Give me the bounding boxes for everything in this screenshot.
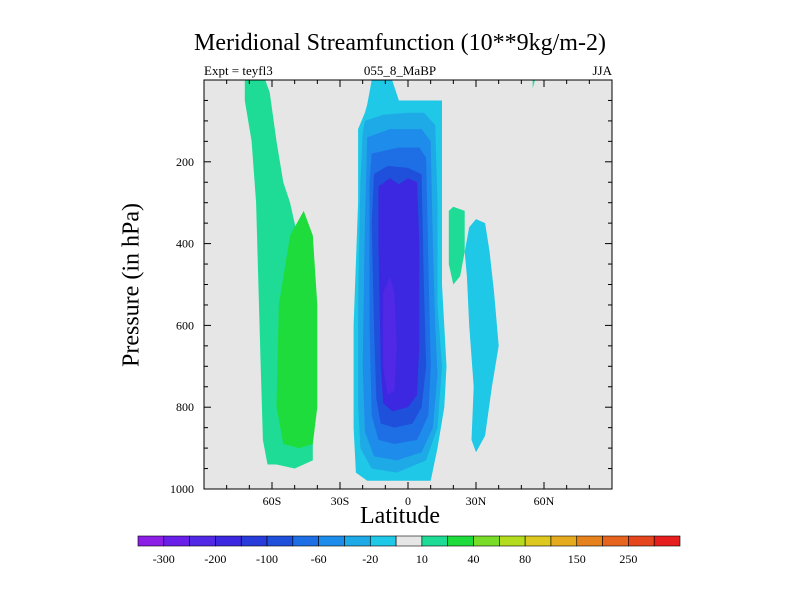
x-tick-label: 30S	[331, 494, 350, 508]
colorbar-label: 150	[568, 552, 586, 566]
x-tick-label: 60S	[263, 494, 282, 508]
colorbar-swatch	[421, 535, 449, 547]
sh-ferrel-core	[276, 210, 318, 449]
colorbar-label: -100	[256, 552, 278, 566]
colorbar-swatch	[628, 535, 655, 547]
colorbar-swatch	[395, 535, 423, 547]
period-label: 055_8_MaBP	[363, 63, 437, 78]
colorbar-label: -20	[362, 552, 378, 566]
colorbar-label: 80	[519, 552, 531, 566]
y-tick-label: 1000	[170, 482, 194, 496]
colorbar-swatch	[189, 535, 216, 547]
colorbar-swatch	[137, 535, 165, 547]
nh-upper-cell	[532, 80, 535, 89]
x-tick-label: 30N	[466, 494, 487, 508]
colorbar-swatch	[524, 535, 552, 547]
season-label: JJA	[592, 63, 612, 78]
colorbar-swatch	[499, 535, 526, 547]
colorbar-swatch	[344, 535, 371, 547]
colorbar-swatch	[292, 535, 319, 547]
colorbar-swatch	[266, 535, 294, 547]
colorbar-label: -60	[311, 552, 327, 566]
colorbar-swatch	[550, 535, 578, 547]
experiment-label: Expt = teyfl3	[204, 63, 273, 78]
colorbar-swatch	[447, 535, 474, 547]
colorbar-swatch	[653, 535, 681, 547]
y-tick-label: 800	[176, 400, 194, 414]
colorbar-swatch	[602, 535, 629, 547]
chart-title: Meridional Streamfunction (10**9kg/m-2)	[194, 30, 606, 56]
y-tick-label: 400	[176, 237, 194, 251]
hadley-core	[383, 276, 397, 395]
nh-upper-jet	[448, 206, 465, 285]
colorbar-label: -200	[204, 552, 226, 566]
colorbar-swatch	[215, 535, 242, 547]
y-tick-label: 600	[176, 318, 194, 332]
colorbar-label: 10	[416, 552, 428, 566]
colorbar-swatch	[576, 535, 603, 547]
colorbar-label: -300	[153, 552, 175, 566]
colorbar-swatch	[163, 535, 190, 547]
colorbar-swatch	[240, 535, 268, 547]
y-tick-label: 200	[176, 155, 194, 169]
x-tick-label: 60N	[534, 494, 555, 508]
x-axis-label: Latitude	[360, 503, 440, 529]
nh-lower-cell	[464, 219, 499, 453]
colorbar-swatch	[318, 535, 345, 547]
colorbar-swatch	[369, 535, 397, 547]
colorbar-swatch	[473, 535, 500, 547]
colorbar-label: 40	[468, 552, 480, 566]
colorbar-label: 250	[619, 552, 637, 566]
x-tick-label: 0	[405, 494, 411, 508]
